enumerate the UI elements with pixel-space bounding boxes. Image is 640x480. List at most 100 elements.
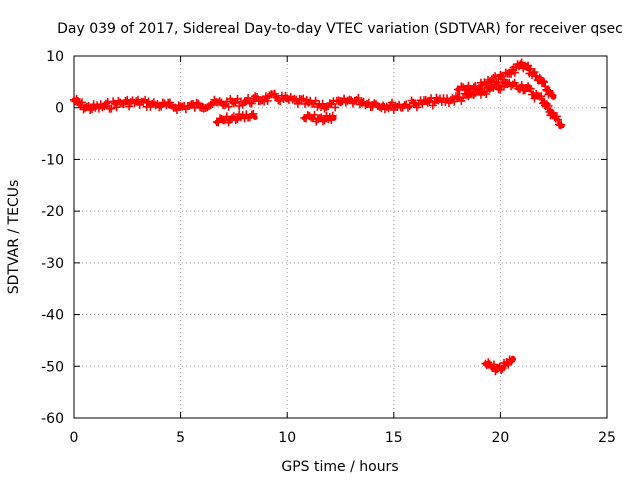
data-point bbox=[77, 102, 83, 108]
data-point bbox=[487, 87, 493, 93]
data-point bbox=[359, 99, 365, 104]
y-tick-label: -10 bbox=[41, 152, 64, 168]
data-point bbox=[124, 100, 130, 105]
data-point bbox=[402, 102, 407, 108]
data-point bbox=[263, 95, 269, 101]
data-point bbox=[495, 366, 501, 372]
data-point bbox=[508, 70, 514, 75]
x-axis-label: GPS time / hours bbox=[281, 459, 398, 475]
data-point bbox=[327, 116, 333, 122]
y-tick-label: -30 bbox=[41, 256, 64, 272]
data-point bbox=[284, 97, 290, 103]
data-point bbox=[301, 115, 307, 121]
data-point bbox=[310, 115, 316, 121]
data-point bbox=[519, 62, 525, 68]
y-tick-label: -40 bbox=[41, 308, 64, 324]
data-point bbox=[476, 84, 482, 90]
data-point bbox=[532, 92, 537, 98]
data-point bbox=[295, 99, 301, 104]
data-point bbox=[515, 63, 520, 69]
y-tick-label: -60 bbox=[41, 411, 64, 427]
data-point bbox=[318, 116, 324, 122]
x-tick-label: 0 bbox=[70, 430, 79, 446]
chart-title: Day 039 of 2017, Sidereal Day-to-day VTE… bbox=[57, 21, 623, 37]
data-point bbox=[220, 101, 226, 107]
data-point bbox=[500, 364, 505, 370]
data-point bbox=[114, 101, 120, 107]
data-point bbox=[497, 75, 503, 81]
data-point bbox=[525, 66, 531, 72]
data-point bbox=[167, 103, 173, 109]
data-point bbox=[465, 86, 471, 92]
data-point bbox=[316, 102, 322, 108]
data-point bbox=[455, 87, 461, 93]
data-point bbox=[252, 115, 258, 120]
data-point bbox=[220, 118, 226, 124]
data-point bbox=[370, 101, 375, 107]
data-point bbox=[551, 94, 557, 100]
axis-ticks: 0 5 10 15 20 25 10 0 -10 -20 -30 -40 -50 -60 bbox=[41, 49, 616, 446]
data-point bbox=[544, 87, 550, 93]
series-upper-branch bbox=[453, 58, 557, 100]
data-point bbox=[84, 105, 90, 111]
data-point bbox=[538, 79, 544, 85]
x-tick-label: 10 bbox=[278, 430, 296, 446]
data-point bbox=[210, 101, 216, 107]
x-tick-label: 5 bbox=[176, 430, 185, 446]
data-point bbox=[188, 103, 194, 109]
series-lower-segment-1 bbox=[212, 109, 258, 127]
x-tick-label: 15 bbox=[385, 430, 403, 446]
y-tick-label: 10 bbox=[46, 49, 64, 65]
data-point bbox=[348, 97, 354, 103]
data-point bbox=[231, 115, 237, 121]
data-point bbox=[412, 101, 418, 107]
data-point bbox=[491, 365, 497, 371]
data-point bbox=[519, 83, 525, 89]
data-point bbox=[546, 107, 552, 113]
data-point bbox=[274, 94, 279, 100]
data-point bbox=[242, 99, 248, 104]
grid bbox=[74, 56, 607, 418]
data-point bbox=[214, 119, 220, 125]
data-point bbox=[380, 102, 386, 108]
data-point bbox=[156, 102, 162, 108]
data-point bbox=[532, 71, 537, 77]
data-point bbox=[455, 95, 461, 101]
x-tick-label: 20 bbox=[491, 430, 509, 446]
data-point bbox=[146, 101, 152, 107]
y-axis-label: SDTVAR / TECUs bbox=[6, 180, 22, 295]
series-outlier-arc bbox=[481, 355, 517, 376]
data-point bbox=[135, 100, 141, 105]
data-point bbox=[92, 105, 98, 111]
data-point bbox=[103, 103, 109, 109]
data-points bbox=[70, 58, 566, 376]
data-point bbox=[510, 356, 516, 361]
data-point bbox=[508, 81, 514, 87]
data-point bbox=[433, 99, 439, 104]
data-point bbox=[504, 361, 510, 367]
data-point bbox=[423, 100, 429, 105]
data-point bbox=[338, 101, 343, 107]
y-tick-label: -50 bbox=[41, 359, 64, 375]
data-point bbox=[487, 79, 493, 85]
data-point bbox=[391, 103, 397, 109]
data-point bbox=[331, 115, 337, 121]
data-point bbox=[525, 87, 531, 93]
data-point bbox=[252, 97, 258, 103]
data-point bbox=[199, 102, 205, 108]
y-tick-label: 0 bbox=[55, 101, 64, 117]
data-point bbox=[178, 104, 184, 110]
series-lower-segment-2 bbox=[300, 110, 337, 126]
data-point bbox=[242, 114, 248, 120]
data-point bbox=[487, 363, 493, 369]
data-point bbox=[444, 97, 450, 103]
plot-frame bbox=[73, 55, 608, 419]
data-point bbox=[306, 101, 311, 107]
data-point bbox=[559, 123, 565, 129]
data-point bbox=[553, 115, 559, 121]
data-point bbox=[231, 100, 237, 105]
x-tick-label: 25 bbox=[598, 430, 616, 446]
data-point bbox=[483, 361, 488, 367]
data-point bbox=[327, 102, 333, 108]
data-point bbox=[540, 97, 546, 103]
